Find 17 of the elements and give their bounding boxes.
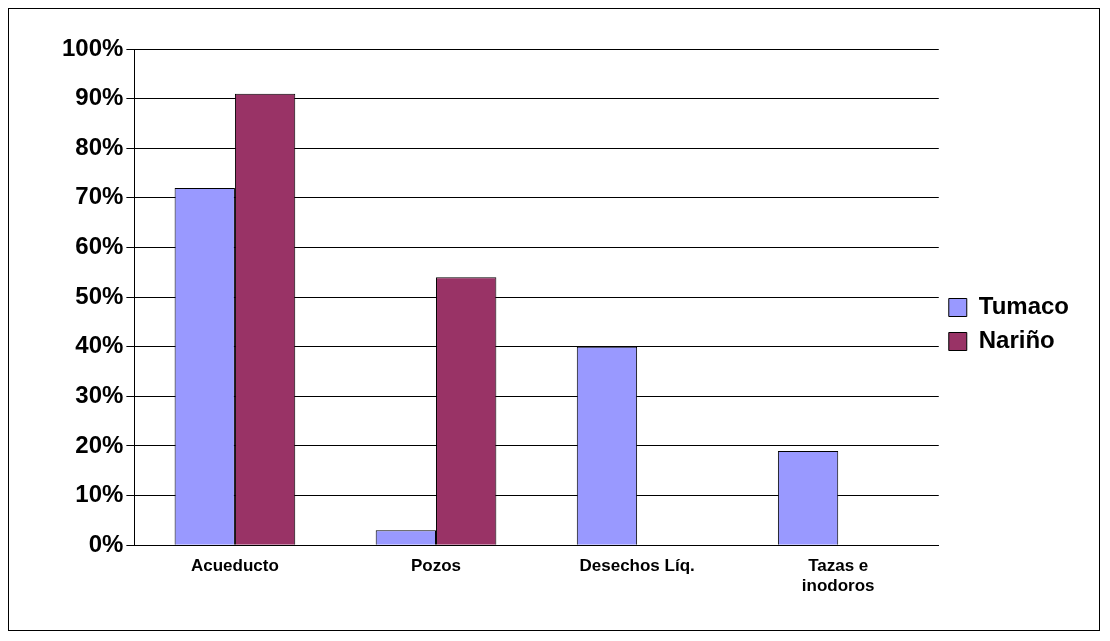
legend-label: Nariño — [978, 326, 1055, 354]
y-tick-label: 0% — [88, 529, 124, 557]
y-tick-label: 30% — [75, 380, 124, 408]
y-tick-label: 20% — [75, 430, 124, 458]
y-tick-label: 10% — [75, 480, 124, 508]
y-tick-label: 40% — [75, 331, 124, 359]
legend-label: Tumaco — [978, 292, 1069, 320]
y-tick-label: 100% — [61, 33, 124, 61]
y-tick-label: 80% — [75, 132, 124, 160]
y-tick-label: 60% — [75, 232, 124, 260]
y-tick-label: 90% — [75, 83, 124, 111]
x-tick-label: Desechos Líq. — [579, 556, 695, 576]
x-tick-label: Pozos — [411, 556, 462, 576]
x-tick-label: Tazas e inodoros — [801, 556, 875, 596]
y-tick-label: 70% — [75, 182, 124, 210]
y-tick-label: 50% — [75, 281, 124, 309]
x-tick-label: Acueducto — [191, 556, 279, 576]
